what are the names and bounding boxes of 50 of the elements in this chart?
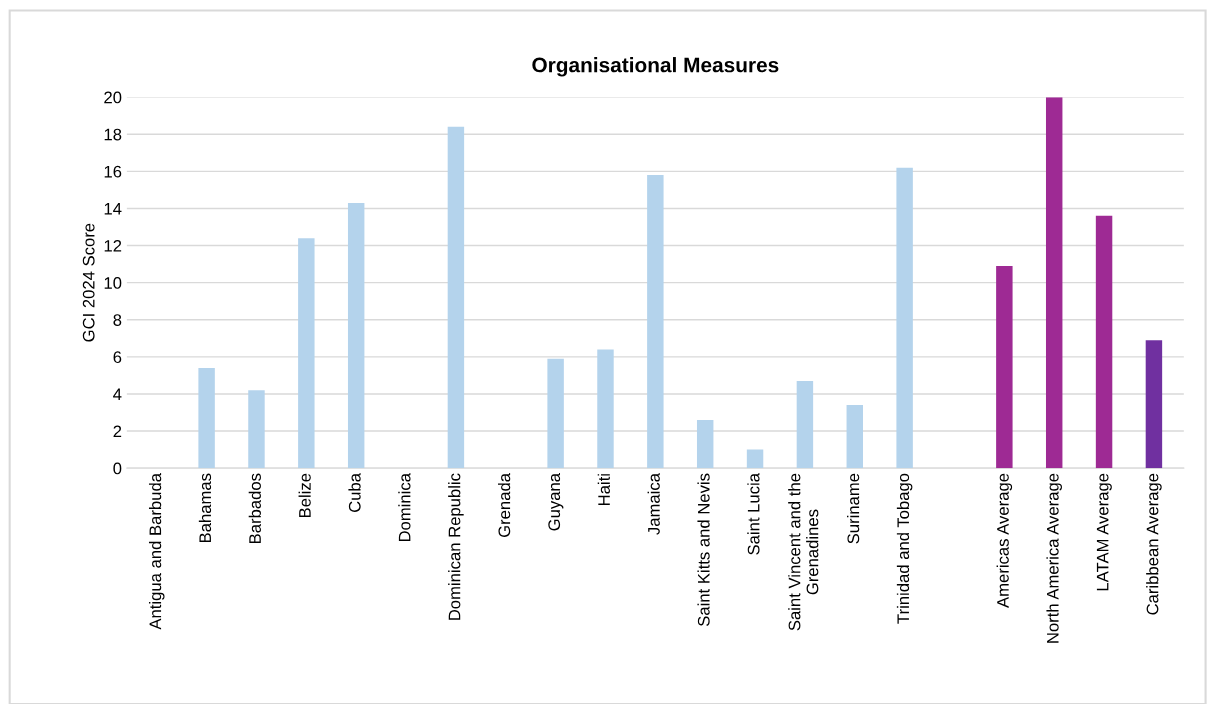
x-tick-label: Trinidad and Tobago <box>896 473 913 624</box>
y-tick-label: 4 <box>113 388 122 400</box>
bar <box>1145 340 1163 469</box>
bar <box>547 358 564 469</box>
y-tick-label: 18 <box>104 128 122 141</box>
bar <box>647 175 664 469</box>
bar <box>1095 215 1113 469</box>
y-tick-label: 12 <box>104 239 122 252</box>
x-tick-label: Cuba <box>348 473 361 513</box>
x-tick-label: LATAM Average <box>1096 473 1112 591</box>
x-tick-label: Suriname <box>847 473 860 544</box>
y-axis-title: GCI 2024 Score <box>82 223 95 342</box>
y-tick-label: 14 <box>104 203 122 215</box>
x-tick-label: North America Average <box>1046 473 1062 643</box>
x-tick-label: Antigua and Barbuda <box>148 473 165 630</box>
bar <box>846 405 863 469</box>
bar <box>347 202 365 469</box>
bar <box>746 449 764 469</box>
bar <box>696 419 714 469</box>
bar <box>248 390 265 469</box>
y-tick-label: 10 <box>104 277 122 289</box>
bar <box>796 380 814 469</box>
x-tick-label: Jamaica <box>647 473 660 535</box>
x-tick-label: Belize <box>298 473 311 518</box>
bar <box>447 126 465 469</box>
y-tick-label: 2 <box>113 425 122 438</box>
bar <box>198 367 215 469</box>
x-tick-label: Saint Kitts and Nevis <box>697 473 710 627</box>
x-tick-label: Dominica <box>398 473 411 542</box>
y-tick-label: 8 <box>113 314 122 326</box>
bar <box>896 167 913 469</box>
x-tick-label: Saint Vincent and the Grenadines <box>788 473 819 631</box>
y-tick-label: 16 <box>104 165 122 178</box>
chart-title: Organisational Measures <box>532 57 779 77</box>
x-tick-label: Guyana <box>548 473 564 531</box>
bar <box>1045 97 1063 469</box>
x-tick-label: Haiti <box>597 474 610 505</box>
y-tick-label: 6 <box>113 351 122 364</box>
x-tick-label: Caribbean Average <box>1146 473 1162 615</box>
x-tick-label: Grenada <box>498 473 511 538</box>
bar <box>597 349 614 469</box>
x-tick-label: Bahamas <box>198 473 212 543</box>
x-tick-label: Americas Average <box>996 473 1013 608</box>
y-tick-label: 0 <box>113 462 122 475</box>
bar <box>996 265 1013 469</box>
x-tick-label: Saint Lucia <box>747 473 760 555</box>
y-tick-label: 20 <box>104 91 122 104</box>
x-tick-label: Dominican Republic <box>448 473 464 620</box>
bar <box>298 238 315 469</box>
x-tick-label: Barbados <box>248 473 261 543</box>
